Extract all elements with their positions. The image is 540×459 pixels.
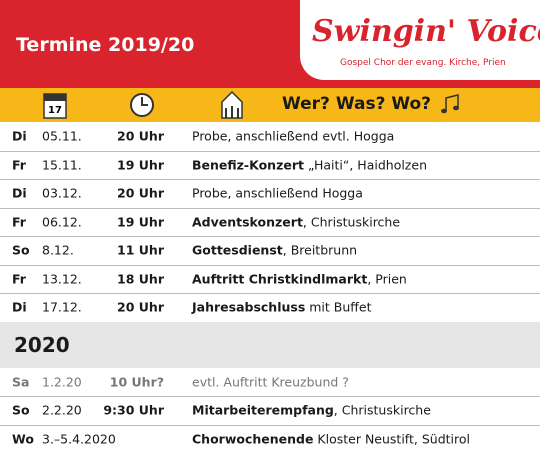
- schedule-row: Di 03.12. 20 Uhr Probe, anschließend Hogga: [0, 179, 540, 208]
- date: 05.11.: [42, 128, 82, 144]
- row-separator: [0, 293, 540, 294]
- day: Fr: [12, 157, 26, 173]
- date: 3.–5.4.2020: [42, 431, 116, 447]
- time: 19 Uhr: [117, 157, 164, 173]
- schedule-row: Fr 13.12. 18 Uhr Auftritt Christkindlmarkt,…: [0, 265, 540, 294]
- icons: 17: [43, 90, 459, 119]
- date: 15.11.: [42, 157, 82, 173]
- event-details: Probe, anschließend Hogga: [192, 185, 363, 201]
- row-separator: [0, 207, 540, 209]
- event-title: Chorwochenende: [192, 431, 314, 447]
- day: Fr: [12, 271, 26, 287]
- day: Di: [12, 128, 27, 144]
- event-details: Kloster Neustift, Südtirol: [313, 431, 470, 447]
- row-separator: [0, 236, 540, 237]
- time: 9:30 Uhr: [103, 402, 164, 418]
- time: 20 Uhr: [117, 299, 164, 315]
- schedule-row: Fr 06.12. 19 Uhr Adventskonzert, Christuski…: [0, 208, 540, 237]
- calendar-top: [44, 94, 66, 101]
- day: Wo: [12, 431, 34, 447]
- event-details: Probe, anschließend evtl. Hogga: [192, 128, 395, 144]
- schedule-row: So 2.2.20 9:30 Uhr Mitarbeiterempfang, Chri…: [0, 396, 540, 425]
- schedule-row: Di 05.11. 20 Uhr Probe, anschließend evtl. …: [0, 122, 540, 151]
- logo-area: [300, 0, 540, 80]
- row-separator: [0, 396, 540, 397]
- clock-hands: [141, 97, 148, 106]
- event-title: Adventskonzert: [192, 214, 303, 230]
- event-details: mit Buffet: [305, 299, 372, 315]
- event-title: Mitarbeiterempfang: [192, 402, 334, 418]
- schedule-row: Sa 1.2.20 10 Uhr? evtl. Auftritt Kreuzbund …: [0, 368, 540, 397]
- schedule-row: Di 17.12. 20 Uhr Jahresabschluss mit Buffet: [0, 293, 540, 322]
- event-details: , Breitbrunn: [282, 242, 358, 258]
- time: 10 Uhr?: [109, 374, 164, 390]
- time: 18 Uhr: [117, 271, 164, 287]
- logo: Swingin' Voices: [312, 14, 540, 49]
- note-head: [441, 108, 447, 114]
- day: Sa: [12, 374, 30, 390]
- event: Probe, anschließend evtl. Hogga: [192, 129, 394, 144]
- time: 20 Uhr: [117, 185, 164, 201]
- event: Mitarbeiterempfang, Christuskirche: [192, 403, 431, 418]
- date: 8.12.: [42, 242, 74, 258]
- event-details: evtl. Auftritt Kreuzbund ?: [192, 374, 349, 390]
- event-details: , Christuskirche: [333, 402, 431, 418]
- row-separator: [0, 264, 540, 266]
- date: 03.12.: [42, 185, 82, 201]
- date: 1.2.20: [42, 374, 82, 390]
- day: So: [12, 242, 30, 258]
- row-separator: [0, 179, 540, 180]
- time: 11 Uhr: [117, 242, 164, 258]
- event-details: , Christuskirche: [302, 214, 401, 230]
- event: evtl. Auftritt Kreuzbund ?: [192, 374, 349, 389]
- event: Probe, anschließend Hogga: [192, 186, 363, 201]
- logo-subtitle: Gospel Chor der evang. Kirche, Prien: [340, 58, 506, 68]
- day: Di: [12, 299, 27, 315]
- year-band: [0, 321, 540, 368]
- day: So: [12, 402, 30, 418]
- calendar-day: 17: [48, 105, 62, 116]
- date: 06.12.: [42, 214, 82, 230]
- event: Benefiz-Konzert „Haiti“, Haidholzen: [192, 157, 427, 172]
- column-header-band: [0, 88, 540, 122]
- schedule-row: Fr 15.11. 19 Uhr Benefiz-Konzert „Haiti“, H…: [0, 151, 540, 180]
- church-detail: [225, 106, 239, 118]
- schedule-row: Wo 3.–5.4.2020 Chorwochenende Kloster Neus…: [0, 425, 540, 454]
- time: 20 Uhr: [117, 128, 164, 144]
- event-details: „Haiti“, Haidholzen: [303, 157, 427, 173]
- event-title: Benefiz-Konzert: [192, 157, 304, 173]
- date: 13.12.: [42, 271, 82, 287]
- event: Gottesdienst, Breitbrunn: [192, 243, 357, 258]
- title: Termine 2019/20: [16, 34, 195, 56]
- event-details: , Prien: [367, 271, 407, 287]
- day: Di: [12, 185, 27, 201]
- event-title: Jahresabschluss: [192, 299, 306, 315]
- column-header-label: Wer? Was? Wo?: [282, 94, 432, 114]
- event: Auftritt Christkindlmarkt, Prien: [192, 271, 407, 286]
- day: Fr: [12, 214, 26, 230]
- note-head: [453, 105, 459, 111]
- time: 19 Uhr: [117, 214, 164, 230]
- row-separator: [0, 150, 540, 152]
- year-heading: 2020: [14, 332, 70, 357]
- music-notes: [445, 94, 459, 110]
- event: Jahresabschluss mit Buffet: [192, 300, 371, 315]
- event-title: Auftritt Christkindlmarkt: [192, 271, 368, 287]
- date: 17.12.: [42, 299, 82, 315]
- event: Adventskonzert, Christuskirche: [192, 214, 400, 229]
- date: 2.2.20: [42, 402, 82, 418]
- event: Chorwochenende Kloster Neustift, Südtiro…: [192, 431, 470, 446]
- row-separator: [0, 424, 540, 426]
- schedule-row: So 8.12. 11 Uhr Gottesdienst, Breitbrunn: [0, 236, 540, 265]
- event-title: Gottesdienst: [192, 242, 283, 258]
